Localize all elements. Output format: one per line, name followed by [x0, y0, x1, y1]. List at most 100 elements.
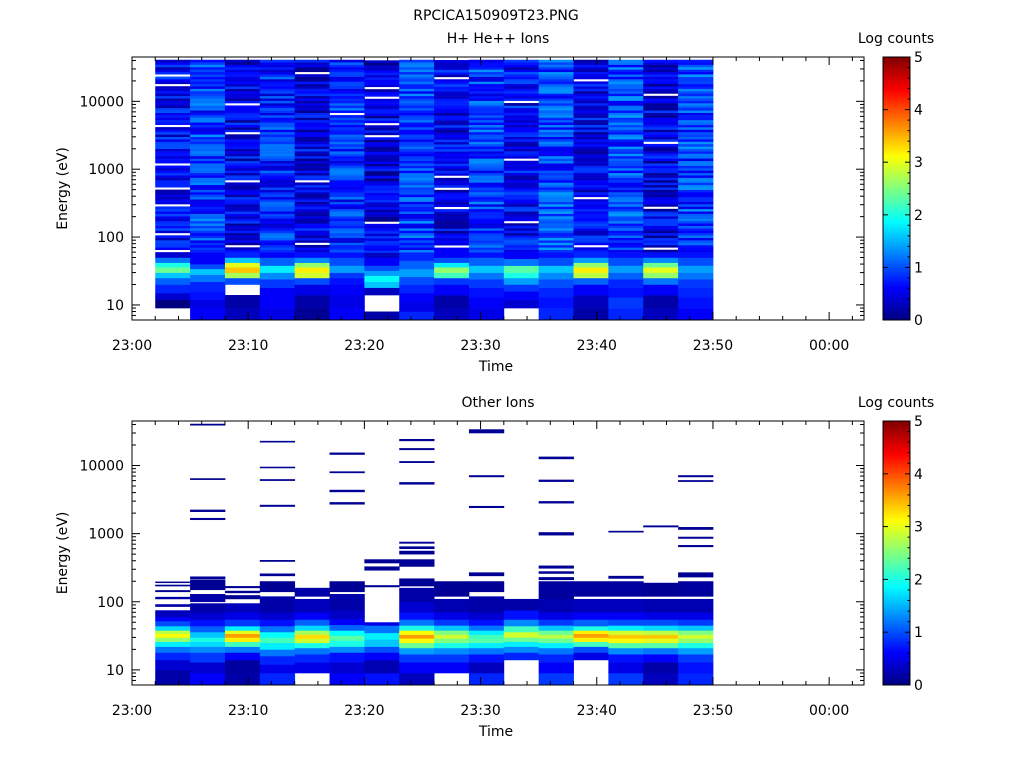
heatmap-cell [190, 179, 226, 183]
heatmap-cell [573, 100, 609, 104]
heatmap-cell [573, 110, 609, 113]
heatmap-cell [399, 172, 435, 176]
heatmap-cells [155, 59, 714, 320]
heatmap-cell [573, 103, 609, 106]
heatmap-cell [503, 146, 540, 150]
heatmap-cell [643, 107, 679, 111]
heatmap-cell [259, 308, 296, 320]
colorbar-swatch [883, 513, 910, 517]
heatmap-cell [224, 105, 261, 109]
heatmap-cell [224, 59, 261, 63]
heatmap-cell [503, 192, 540, 195]
heatmap-cell [468, 596, 505, 613]
heatmap-cell [329, 199, 365, 202]
heatmap-cell [190, 603, 226, 613]
heatmap-cell [538, 638, 574, 644]
heatmap-cell [538, 225, 574, 229]
heatmap-cell [538, 223, 574, 226]
heatmap-cell [155, 206, 191, 210]
colorbar-frame [882, 420, 911, 686]
heatmap-cell [364, 151, 400, 155]
heatmap-cell [643, 525, 679, 528]
heatmap-cell [224, 232, 261, 236]
heatmap-cell [329, 237, 365, 241]
heatmap-cell [364, 170, 400, 174]
heatmap-cell [643, 237, 679, 241]
colorbar-tick-label: 5 [914, 50, 923, 66]
heatmap-cell [190, 172, 226, 176]
heatmap-cell [399, 232, 435, 236]
heatmap-cell [399, 550, 435, 555]
heatmap-cell [259, 187, 296, 190]
colorbar-swatch [883, 449, 910, 453]
heatmap-cell [259, 182, 296, 186]
heatmap-cell [678, 110, 714, 113]
heatmap-cell [678, 158, 714, 162]
heatmap-cell [155, 153, 191, 157]
heatmap-cell [538, 647, 574, 655]
heatmap-cell [190, 93, 226, 97]
heatmap-cell [678, 480, 714, 482]
heatmap-cell [538, 64, 574, 68]
heatmap-cell [294, 267, 330, 273]
heatmap-cell [468, 134, 505, 137]
heatmap-cell [259, 158, 296, 162]
colorbar-swatch [883, 153, 910, 157]
heatmap-cell [190, 673, 226, 685]
heatmap-cell [155, 201, 191, 205]
heatmap-cell [678, 235, 714, 238]
heatmap-cell [538, 103, 574, 106]
heatmap-cell [155, 272, 191, 279]
heatmap-cell [364, 275, 400, 283]
heatmap-cell [503, 163, 540, 166]
heatmap-cell [259, 131, 296, 135]
heatmap-cell [329, 64, 365, 68]
heatmap-cell [608, 69, 644, 73]
heatmap-cell [434, 122, 470, 126]
colorbar-swatch [883, 678, 910, 682]
heatmap-cell [468, 625, 505, 631]
heatmap-cell [608, 81, 644, 85]
heatmap-cell [364, 77, 400, 80]
heatmap-cell [503, 216, 540, 219]
heatmap-cell [329, 242, 365, 246]
colorbar-swatch [883, 201, 910, 205]
heatmap-cell [329, 81, 365, 85]
heatmap-cell [155, 59, 191, 63]
heatmap-cell [643, 262, 679, 268]
heatmap-cell [190, 62, 226, 65]
heatmap-cell [155, 646, 191, 653]
heatmap-cell [678, 182, 714, 186]
heatmap-cell [399, 199, 435, 202]
heatmap-cell [190, 131, 226, 135]
heatmap-cell [190, 240, 226, 243]
heatmap-cell [294, 235, 330, 238]
heatmap-cell [155, 117, 191, 121]
heatmap-cell [503, 74, 540, 77]
colorbar-swatch [883, 135, 910, 139]
heatmap-cell [538, 247, 574, 251]
heatmap-cell [538, 179, 574, 183]
colorbar-swatch [883, 469, 910, 473]
colorbar-swatch [883, 111, 910, 115]
heatmap-cell [678, 100, 714, 104]
heatmap-cell [608, 225, 644, 229]
heatmap-cell [294, 141, 330, 145]
colorbar-swatch [883, 555, 910, 558]
heatmap-cell [190, 91, 226, 94]
heatmap-cell [399, 153, 435, 157]
heatmap-cell [538, 74, 574, 77]
heatmap-cell [678, 196, 714, 200]
heatmap-cell [259, 252, 296, 258]
heatmap-cell [329, 59, 365, 63]
heatmap-cell [573, 630, 609, 634]
heatmap-cell [678, 103, 714, 106]
heatmap-cell [190, 115, 226, 118]
heatmap-cell [155, 112, 191, 116]
heatmap-cell [678, 76, 714, 80]
heatmap-cell [643, 175, 679, 178]
heatmap-cell [573, 247, 609, 251]
heatmap-cell [643, 59, 679, 63]
heatmap-cell [468, 237, 505, 241]
heatmap-cell [190, 143, 226, 147]
